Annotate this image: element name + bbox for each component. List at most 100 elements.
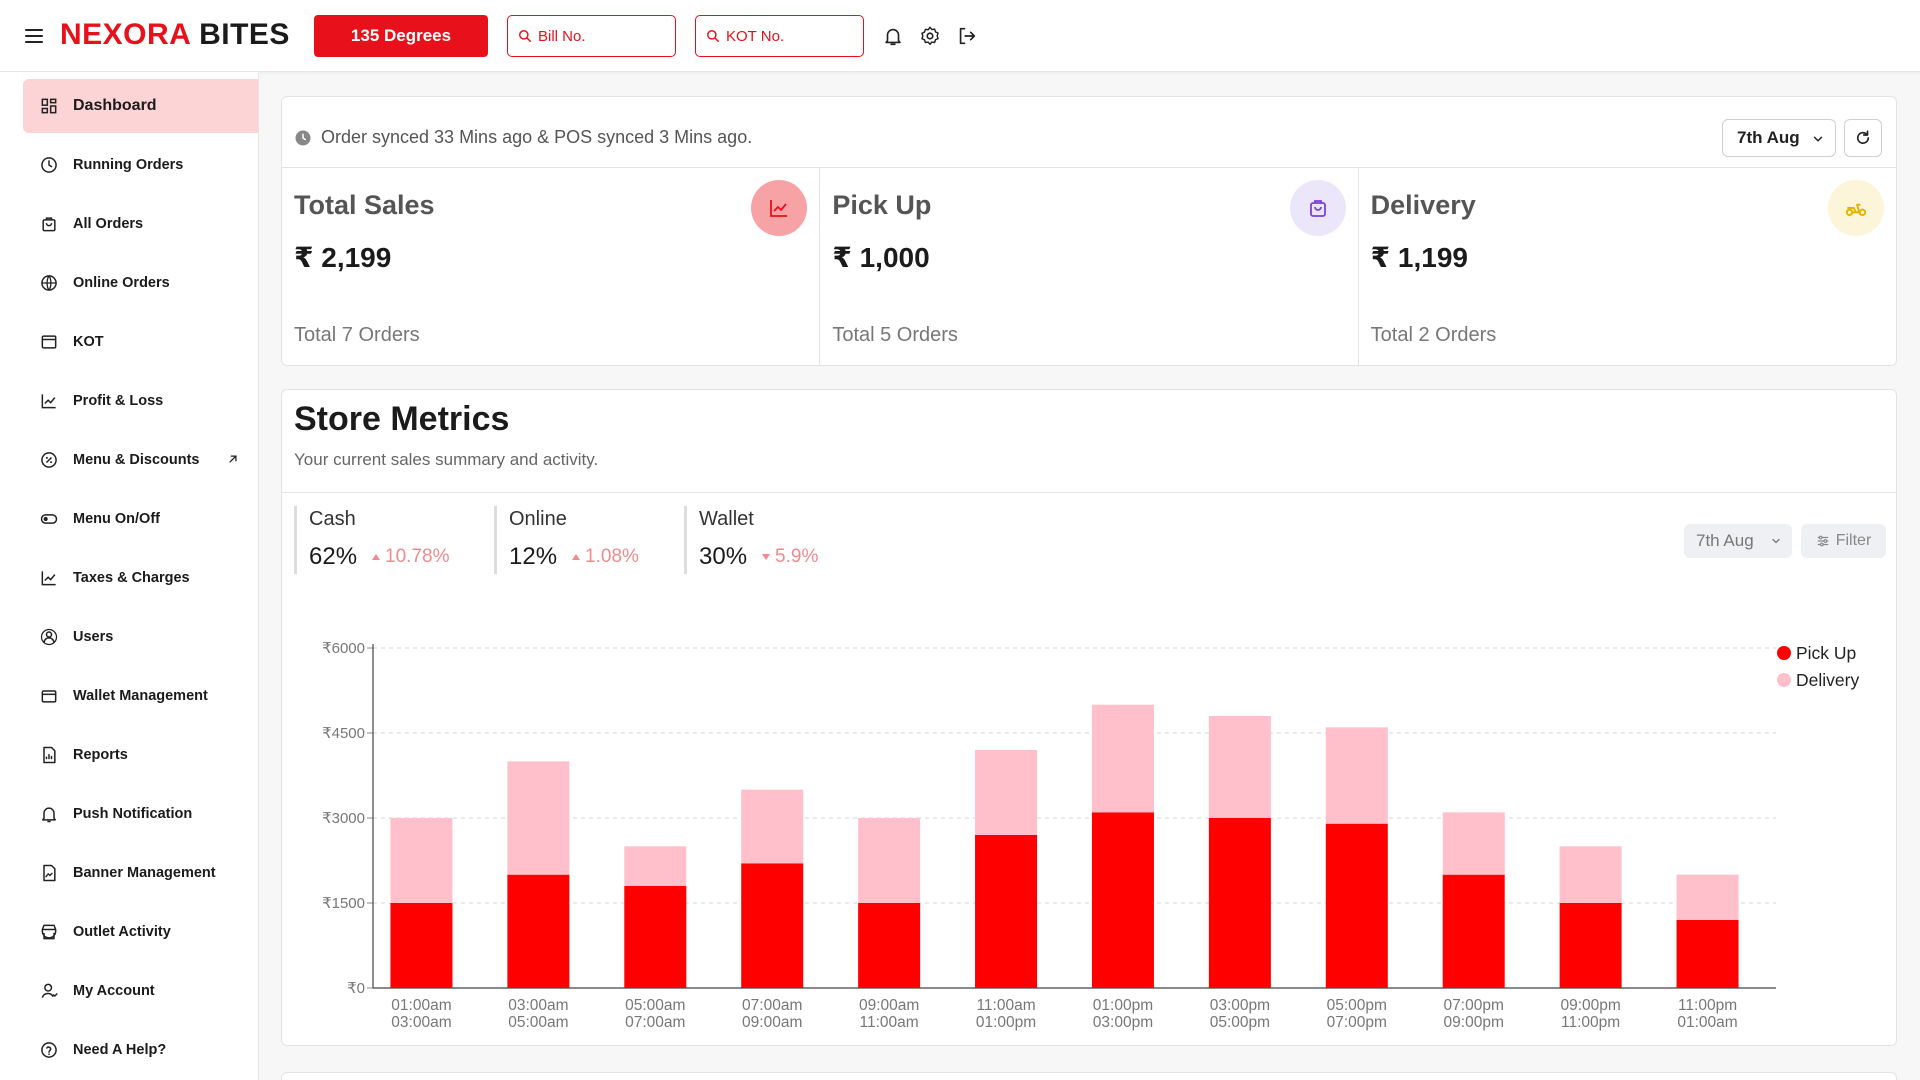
bar-delivery [507, 761, 570, 875]
filter-label: Filter [1835, 532, 1872, 549]
divider [282, 492, 1896, 493]
bar-delivery [1208, 716, 1271, 818]
x-tick-label: 01:00am [391, 997, 451, 1014]
chart-line-icon [39, 391, 59, 411]
sidebar-item-outlet-activity[interactable]: Outlet Activity [23, 905, 258, 959]
sidebar-item-users[interactable]: Users [23, 610, 258, 664]
x-tick-label: 01:00pm [1093, 997, 1153, 1014]
x-tick-label: 03:00pm [1210, 997, 1270, 1014]
sidebar-item-need-help[interactable]: Need A Help? [23, 1023, 258, 1077]
stat-delivery: Delivery ₹ 1,199 Total 2 Orders [1359, 168, 1896, 365]
globe-icon [39, 273, 59, 293]
x-tick-label: 09:00am [742, 1014, 802, 1031]
bag-icon [39, 214, 59, 234]
sync-text: Order synced 33 Mins ago & POS synced 3 … [321, 127, 753, 147]
payment-name: Online [509, 508, 567, 530]
sidebar-item-label: All Orders [73, 216, 144, 232]
bar-pickup [1091, 812, 1154, 988]
sidebar-item-label: Push Notification [73, 806, 193, 822]
x-tick-label: 01:00am [1677, 1014, 1737, 1031]
logout-icon[interactable] [956, 25, 978, 47]
bar-pickup [975, 835, 1038, 988]
users-icon [39, 627, 59, 647]
sidebar-item-label: My Account [73, 983, 155, 999]
wallet-icon [39, 686, 59, 706]
payment-change: 1.08% [571, 546, 639, 568]
refresh-button[interactable] [1844, 119, 1882, 157]
help-icon [39, 1040, 59, 1060]
outlet-selector-button[interactable]: 135 Degrees [314, 15, 488, 57]
bar-delivery [741, 789, 804, 864]
payment-percent: 62% [309, 543, 358, 570]
sidebar-item-menu-discounts[interactable]: Menu & Discounts [23, 433, 258, 487]
metrics-date-selector[interactable]: 7th Aug [1684, 524, 1792, 558]
bar-delivery [1442, 812, 1505, 875]
x-tick-label: 05:00am [625, 997, 685, 1014]
toggle-icon [39, 509, 59, 529]
bar-pickup [858, 903, 921, 988]
bar-delivery [858, 818, 921, 903]
legend-marker [1777, 646, 1791, 660]
sidebar-item-running-orders[interactable]: Running Orders [23, 138, 258, 192]
brand-name-part2: BITES [199, 18, 290, 51]
sidebar-item-my-account[interactable]: My Account [23, 964, 258, 1018]
search-icon [518, 29, 532, 43]
sidebar-item-label: Outlet Activity [73, 924, 171, 940]
chevron-down-icon [1811, 132, 1825, 146]
payment-change-value: 1.08% [585, 546, 639, 567]
y-tick-label: ₹6000 [322, 640, 365, 657]
metrics-title: Store Metrics [294, 400, 510, 438]
search-icon [706, 29, 720, 43]
brand-logo[interactable]: NEXORA BITES [60, 18, 290, 52]
y-tick-label: ₹3000 [322, 810, 365, 827]
stat-value: ₹ 2,199 [294, 242, 392, 273]
report-icon [39, 745, 59, 765]
kot-search-box[interactable] [695, 15, 864, 57]
brand-name-part1: NEXORA [60, 18, 191, 51]
gear-icon[interactable] [919, 25, 941, 47]
hamburger-menu-icon[interactable] [22, 24, 46, 48]
x-tick-label: 07:00pm [1327, 1014, 1387, 1031]
scooter-icon [1827, 180, 1884, 236]
sidebar-item-push-notification[interactable]: Push Notification [23, 787, 258, 841]
sidebar-item-profit-loss[interactable]: Profit & Loss [23, 374, 258, 428]
bell-icon[interactable] [882, 25, 904, 47]
bar-pickup [1676, 920, 1739, 988]
sidebar-item-online-orders[interactable]: Online Orders [23, 256, 258, 310]
sidebar-item-dashboard[interactable]: Dashboard [23, 79, 258, 133]
stat-title: Total Sales [294, 190, 435, 220]
sidebar-item-kot[interactable]: KOT [23, 315, 258, 369]
sidebar-item-label: Online Orders [73, 275, 170, 291]
filter-button[interactable]: Filter [1801, 524, 1886, 558]
stat-title: Pick Up [832, 190, 932, 220]
metrics-subtitle: Your current sales summary and activity. [294, 450, 599, 469]
next-card-edge [281, 1072, 1897, 1080]
sidebar-item-reports[interactable]: Reports [23, 728, 258, 782]
stat-subtext: Total 2 Orders [1370, 324, 1497, 346]
x-tick-label: 11:00pm [1561, 1014, 1620, 1031]
kot-number-input[interactable] [726, 27, 856, 45]
sidebar-item-banner-management[interactable]: Banner Management [23, 846, 258, 900]
user-icon [39, 981, 59, 1001]
sidebar-item-label: Dashboard [73, 97, 157, 114]
stat-subtext: Total 7 Orders [294, 324, 420, 346]
bill-search-box[interactable] [507, 15, 676, 57]
x-tick-label: 03:00pm [1093, 1014, 1153, 1031]
sidebar-item-menu-on-off[interactable]: Menu On/Off [23, 492, 258, 546]
bar-delivery [1091, 704, 1154, 813]
date-value: 7th Aug [1737, 128, 1800, 147]
x-tick-label: 01:00pm [976, 1014, 1036, 1031]
payment-name: Wallet [699, 508, 754, 530]
bell-icon [39, 804, 59, 824]
stat-value: ₹ 1,199 [1370, 242, 1468, 273]
x-tick-label: 09:00pm [1560, 997, 1620, 1014]
sidebar-item-wallet-management[interactable]: Wallet Management [23, 669, 258, 723]
sidebar-item-all-orders[interactable]: All Orders [23, 197, 258, 251]
bar-pickup [1208, 818, 1271, 988]
date-selector[interactable]: 7th Aug [1722, 119, 1836, 157]
sidebar-item-taxes-charges[interactable]: Taxes & Charges [23, 551, 258, 605]
sales-summary-card: Order synced 33 Mins ago & POS synced 3 … [281, 96, 1897, 366]
bill-number-input[interactable] [538, 27, 668, 45]
payment-percent: 30% [699, 543, 748, 570]
sidebar-item-label: Menu & Discounts [73, 452, 200, 468]
